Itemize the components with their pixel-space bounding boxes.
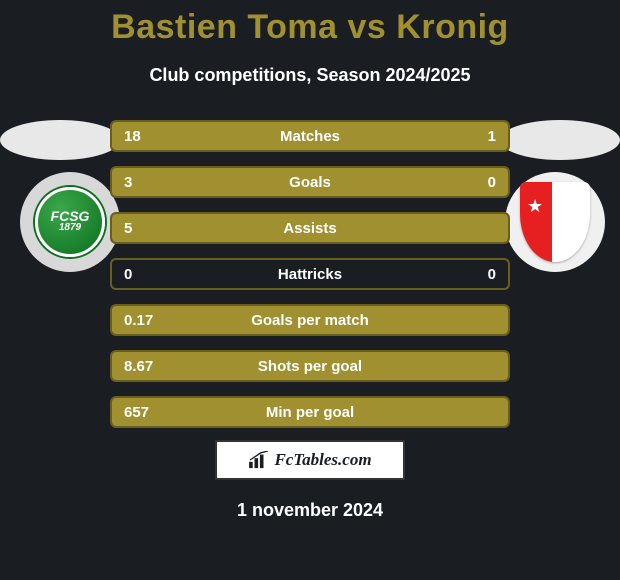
stat-label: Assists [182, 220, 438, 237]
stat-label: Goals [182, 174, 438, 191]
stat-value-right: 0 [438, 266, 508, 283]
fcsg-badge-icon: FCSG 1879 [35, 187, 105, 257]
stat-row: 5Assists [110, 212, 510, 244]
stat-value-left: 0.17 [112, 312, 182, 329]
stat-label: Goals per match [182, 312, 438, 329]
stat-row: 657Min per goal [110, 396, 510, 428]
badge-text-bottom: 1879 [59, 222, 81, 234]
stat-value-left: 3 [112, 174, 182, 191]
page-title: Bastien Toma vs Kronig [0, 0, 620, 47]
stat-value-left: 0 [112, 266, 182, 283]
stat-value-right: 0 [438, 174, 508, 191]
team-badge-left: FCSG 1879 [20, 172, 120, 272]
sion-badge-icon: ★ [520, 182, 590, 262]
stat-value-left: 18 [112, 128, 182, 145]
stat-label: Hattricks [182, 266, 438, 283]
stat-value-left: 5 [112, 220, 182, 237]
stats-container: 18Matches13Goals05Assists0Hattricks00.17… [110, 120, 510, 442]
stat-value-right: 1 [438, 128, 508, 145]
subtitle: Club competitions, Season 2024/2025 [0, 65, 620, 86]
stat-row: 0Hattricks0 [110, 258, 510, 290]
team-badge-right: ★ [505, 172, 605, 272]
date-text: 1 november 2024 [0, 500, 620, 521]
stat-row: 18Matches1 [110, 120, 510, 152]
stat-row: 0.17Goals per match [110, 304, 510, 336]
player-photo-placeholder-right [500, 120, 620, 160]
stat-value-left: 8.67 [112, 358, 182, 375]
stat-value-left: 657 [112, 404, 182, 421]
stat-label: Matches [182, 128, 438, 145]
stat-label: Shots per goal [182, 358, 438, 375]
player-photo-placeholder-left [0, 120, 120, 160]
stat-label: Min per goal [182, 404, 438, 421]
brand-text: FcTables.com [274, 450, 371, 470]
stat-row: 8.67Shots per goal [110, 350, 510, 382]
brand-box: FcTables.com [215, 440, 405, 480]
brand-chart-icon [248, 451, 270, 469]
badge-text-top: FCSG [51, 210, 90, 222]
stat-row: 3Goals0 [110, 166, 510, 198]
badge-star-icon: ★ [527, 196, 543, 217]
